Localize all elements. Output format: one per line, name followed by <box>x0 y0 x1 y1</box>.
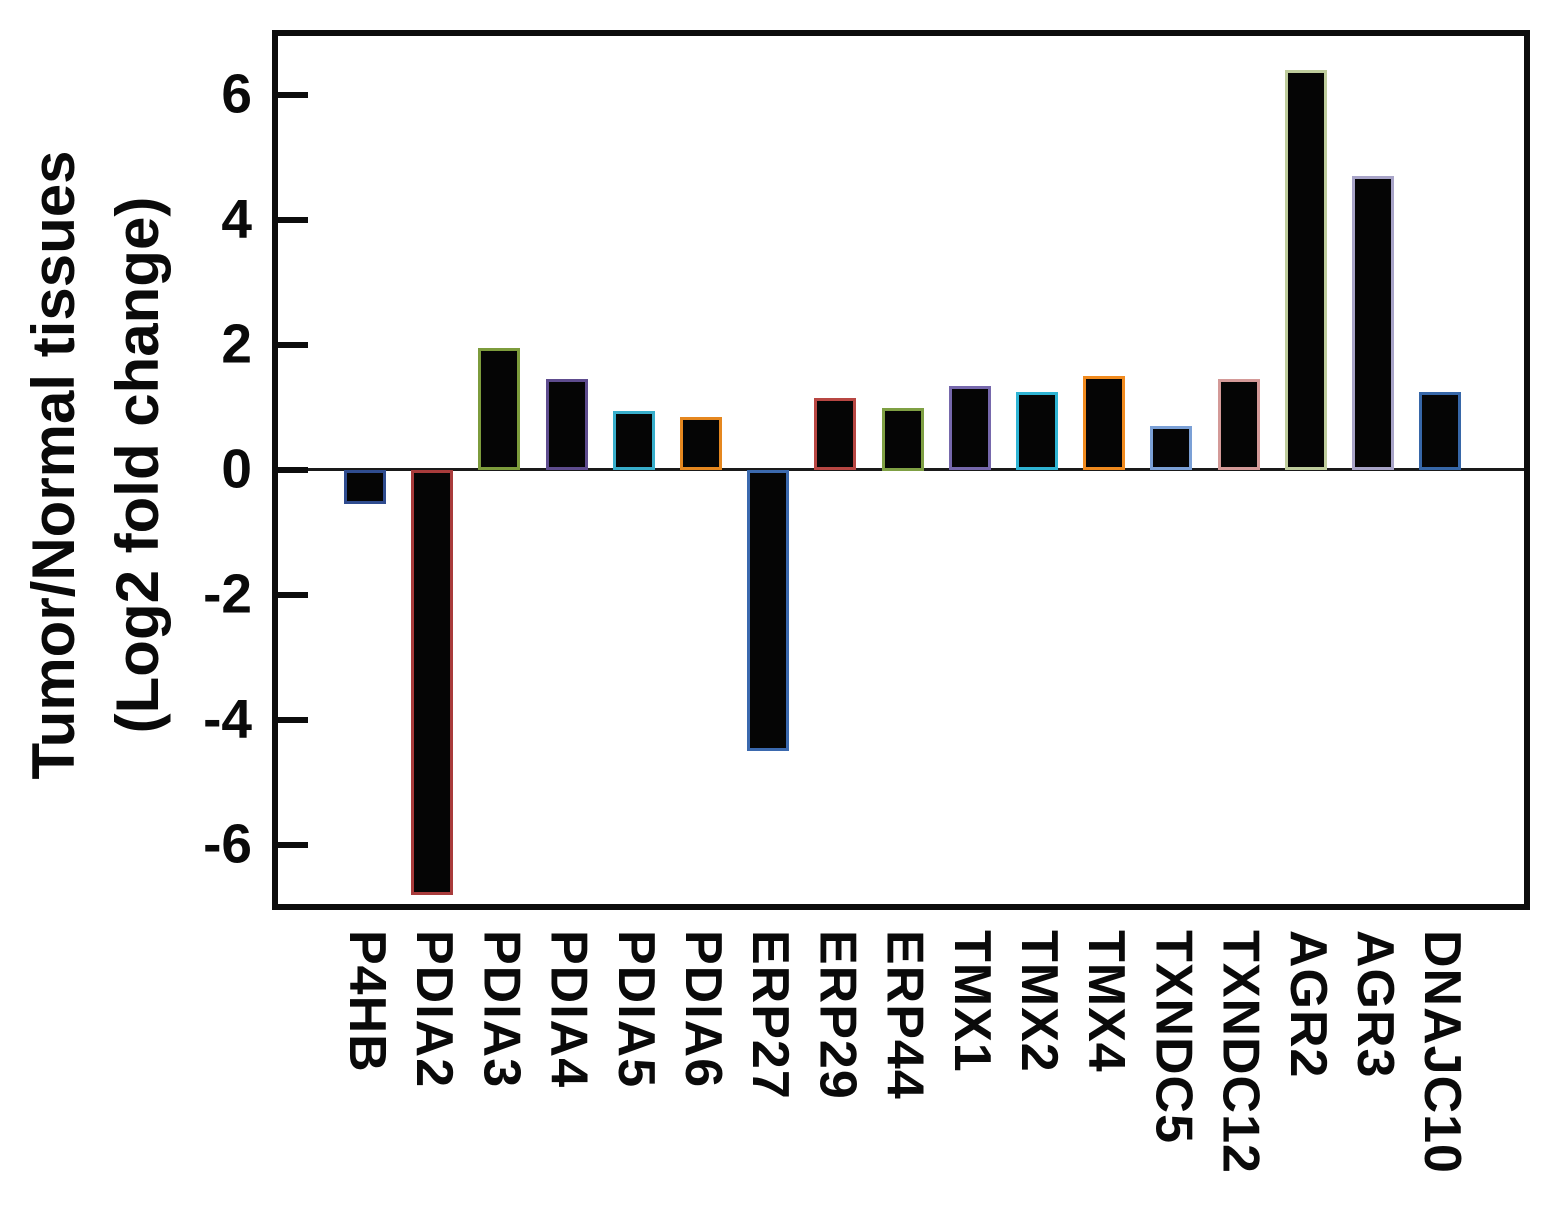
x-tick-label-PDIA3: PDIA3 <box>472 930 531 1089</box>
y-tick-label-2: 2 <box>221 312 252 375</box>
y-tick-label--6: -6 <box>203 812 252 875</box>
x-tick-label-PDIA5: PDIA5 <box>606 930 665 1089</box>
bar-PDIA6 <box>680 417 722 470</box>
x-tick-label-TMX4: TMX4 <box>1077 930 1136 1073</box>
y-tick-mark-0 <box>278 467 308 473</box>
x-tick-label-ERP27: ERP27 <box>741 930 800 1100</box>
x-tick-label-DNAJC10: DNAJC10 <box>1413 930 1472 1174</box>
x-tick-label-TXNDC12: TXNDC12 <box>1211 930 1270 1174</box>
y-tick-label--4: -4 <box>203 687 252 750</box>
bar-PDIA3 <box>478 348 521 470</box>
bar-ERP44 <box>881 408 924 471</box>
bar-PDIA4 <box>545 379 588 470</box>
bar-TMX1 <box>948 386 991 470</box>
bar-TMX4 <box>1083 376 1126 470</box>
y-tick-mark-4 <box>278 217 308 223</box>
x-tick-label-TXNDC5: TXNDC5 <box>1144 930 1203 1145</box>
x-tick-label-AGR2: AGR2 <box>1278 930 1337 1079</box>
x-tick-label-PDIA2: PDIA2 <box>405 930 464 1089</box>
x-tick-label-TMX1: TMX1 <box>942 930 1001 1073</box>
bar-DNAJC10 <box>1419 392 1462 470</box>
bar-AGR2 <box>1284 70 1327 470</box>
bar-TXNDC12 <box>1217 379 1260 470</box>
x-tick-label-PDIA6: PDIA6 <box>674 930 732 1089</box>
y-tick-label--2: -2 <box>203 562 252 625</box>
bar-TXNDC5 <box>1150 426 1193 470</box>
y-tick-mark--6 <box>278 842 308 848</box>
bar-TMX2 <box>1016 392 1058 470</box>
x-tick-label-P4HB: P4HB <box>338 930 396 1073</box>
x-tick-label-PDIA4: PDIA4 <box>539 930 598 1089</box>
x-tick-label-TMX2: TMX2 <box>1010 930 1068 1073</box>
y-tick-mark--4 <box>278 717 308 723</box>
bar-ERP29 <box>814 398 857 470</box>
bar-PDIA2 <box>411 470 454 895</box>
plot-area <box>272 30 1530 910</box>
bar-AGR3 <box>1352 176 1394 470</box>
y-tick-label-6: 6 <box>221 62 252 125</box>
y-tick-label-4: 4 <box>221 187 252 250</box>
bar-ERP27 <box>747 470 790 751</box>
y-tick-mark--2 <box>278 592 308 598</box>
bar-P4HB <box>344 470 386 504</box>
x-tick-label-ERP44: ERP44 <box>875 930 934 1100</box>
x-tick-label-ERP29: ERP29 <box>808 930 867 1100</box>
x-tick-label-AGR3: AGR3 <box>1346 930 1404 1079</box>
y-tick-label-0: 0 <box>221 437 252 500</box>
y-tick-mark-6 <box>278 92 308 98</box>
y-tick-mark-2 <box>278 342 308 348</box>
y-axis-title-line1: Tumor/Normal tissues <box>20 150 87 780</box>
bar-PDIA5 <box>612 411 655 470</box>
